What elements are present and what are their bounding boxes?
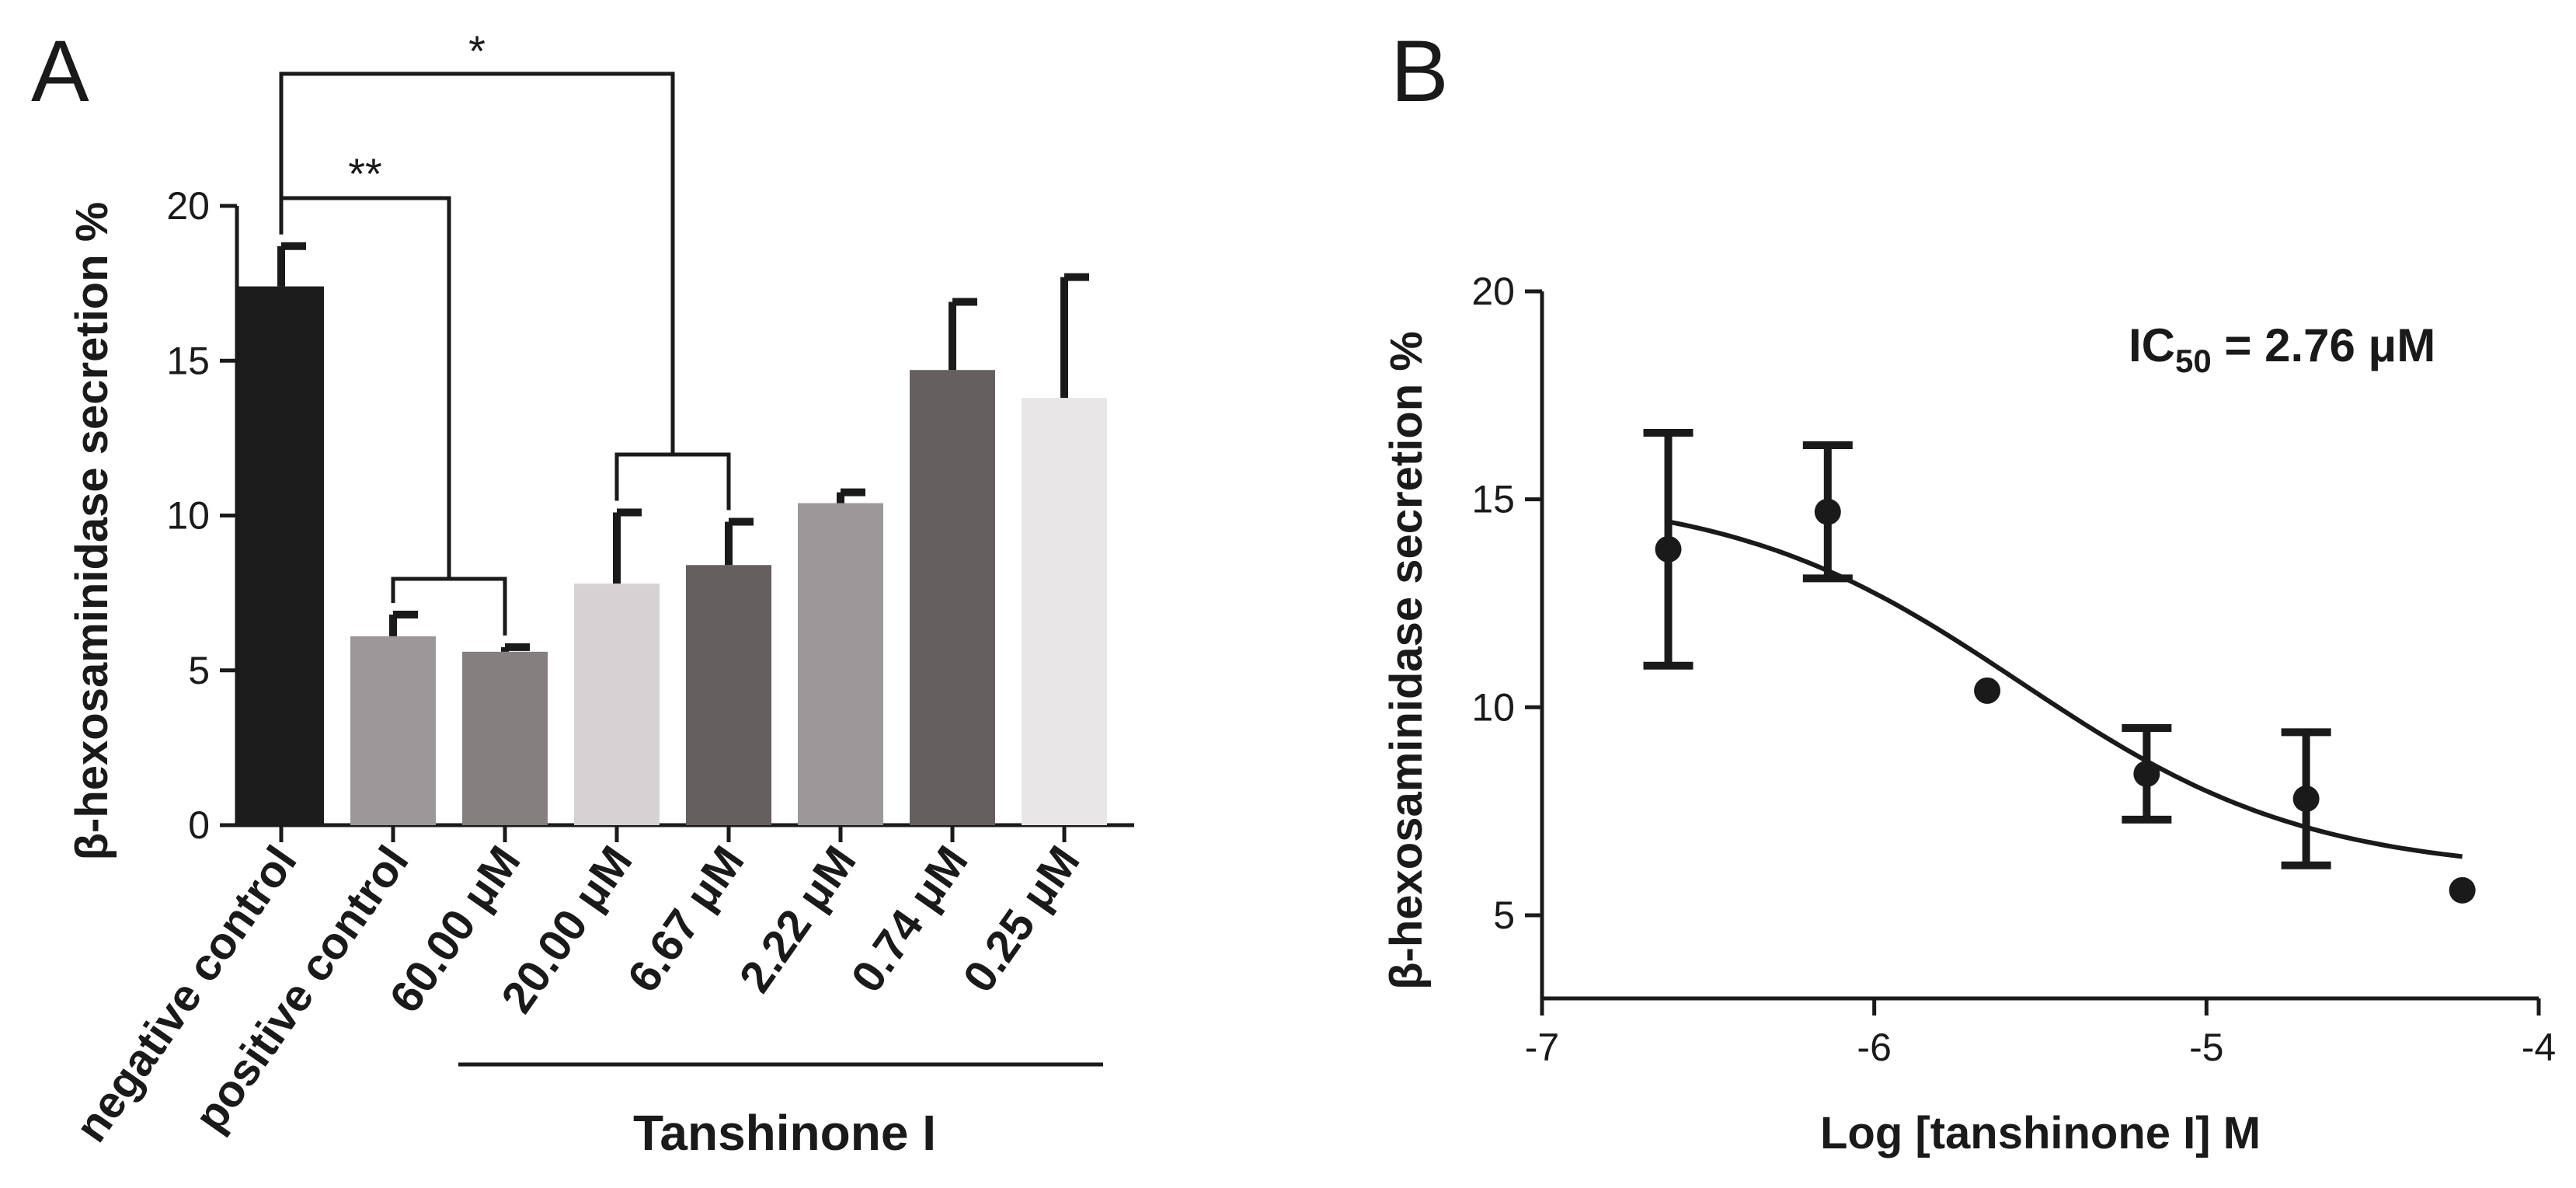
category-label-4: 6.67 μM (618, 837, 754, 1002)
bar-2 (462, 651, 548, 825)
panel-b-x-tick-label: -6 (1857, 1026, 1891, 1069)
panel-a-y-axis-title: β-hexosaminidase secretion % (67, 202, 117, 861)
panel-b-x-axis-title: Log [tanshinone I] M (1820, 1108, 2261, 1158)
ic50-annotation: IC50 = 2.76 μM (2129, 319, 2435, 379)
panel-a-y-tick-label: 5 (188, 649, 210, 692)
bar-4 (686, 565, 771, 825)
bracket-double-star (279, 196, 451, 579)
ic50-prefix: IC (2129, 319, 2175, 371)
category-label-5: 2.22 μM (729, 837, 865, 1002)
tanshinone-group-label: Tanshinone I (633, 1105, 936, 1161)
panel-a-y-tick-label: 20 (166, 184, 210, 228)
panel-b-y-tick-label: 15 (1471, 478, 1515, 521)
data-point-1 (1814, 498, 1841, 525)
data-point-4 (2292, 786, 2320, 813)
data-point-0 (1655, 535, 1682, 563)
panel-b-y-tick-label: 5 (1493, 894, 1515, 937)
panel-b-y-axis-title: β-hexosaminidase secretion % (1381, 331, 1432, 990)
significance-label-single-star: * (468, 26, 486, 75)
panel-b-x-tick-label: -5 (2189, 1026, 2223, 1069)
panel-a-y-tick-label: 10 (166, 494, 210, 538)
subbracket-positive-60 (391, 577, 507, 636)
subbracket-20-6.67 (614, 452, 731, 510)
panel-b-x-tick-label: -7 (1525, 1026, 1559, 1069)
bracket-single-star (279, 71, 675, 455)
ic50-subscript: 50 (2175, 343, 2212, 379)
panel-b-letter: B (1391, 23, 1449, 120)
bar-7 (1022, 398, 1107, 825)
panel-a-y-tick-label: 0 (188, 803, 210, 847)
panel-b-x-tick-label: -4 (2522, 1026, 2556, 1069)
bar-6 (910, 370, 995, 826)
fit-curve (1667, 519, 2463, 859)
bar-5 (798, 503, 883, 825)
bar-3 (574, 584, 660, 825)
panel-b-marks: 5 10 15 20 -7 -6 -5 -4 (1471, 270, 2556, 1069)
category-label-7: 0.25 μM (953, 837, 1089, 1002)
bar-1 (350, 636, 436, 825)
significance-label-double-star: ** (348, 149, 382, 198)
bar-0 (238, 286, 324, 825)
panel-b-dose-response: B β-hexosaminidase secretion % Log [tans… (1381, 23, 2556, 1158)
panel-a-letter: A (31, 23, 89, 120)
panel-b-y-tick-label: 10 (1471, 685, 1515, 729)
ic50-value: = 2.76 μM (2212, 319, 2436, 371)
panel-b-y-tick-label: 20 (1471, 270, 1515, 313)
category-label-6: 0.74 μM (841, 837, 977, 1002)
panel-a-bar-chart: A β-hexosaminidase secretion % Tanshinon… (31, 23, 1134, 1161)
panel-a-y-tick-label: 15 (166, 339, 210, 382)
data-point-5 (2449, 876, 2476, 904)
data-point-2 (1974, 677, 2001, 704)
data-point-3 (2133, 760, 2160, 787)
